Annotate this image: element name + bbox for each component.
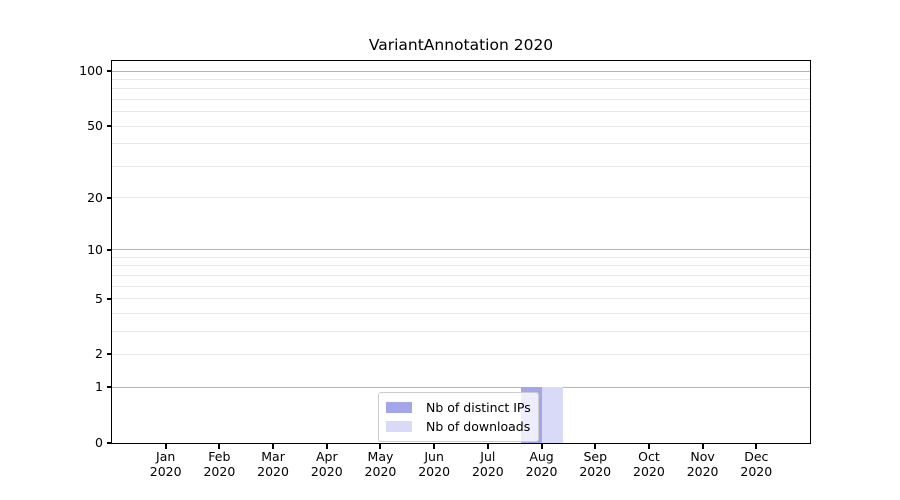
year-label: 2020 <box>525 464 558 479</box>
month-label: Nov <box>690 449 715 464</box>
month-label: Jan <box>156 449 176 464</box>
x-tick-label-oct: Oct 2020 <box>617 449 681 479</box>
year-label: 2020 <box>740 464 773 479</box>
legend-label: Nb of downloads <box>426 419 531 434</box>
minor-gridline-60 <box>112 111 810 113</box>
year-label: 2020 <box>310 464 343 479</box>
legend-swatch-icon <box>386 402 412 413</box>
y-tick-2 <box>107 353 112 356</box>
x-tick-label-apr: Apr 2020 <box>295 449 359 479</box>
minor-gridline-20 <box>112 197 810 199</box>
x-tick-may <box>379 444 382 449</box>
minor-gridline-40 <box>112 143 810 145</box>
x-tick-label-jul: Jul 2020 <box>456 449 520 479</box>
y-tick-0 <box>107 442 112 444</box>
minor-gridline-7 <box>112 274 810 276</box>
month-label: Sep <box>583 449 607 464</box>
minor-gridline-90 <box>112 78 810 80</box>
y-tick-50 <box>107 125 112 128</box>
year-label: 2020 <box>418 464 451 479</box>
major-gridline-10 <box>112 249 810 251</box>
x-tick-label-feb: Feb 2020 <box>187 449 251 479</box>
x-tick-jun <box>433 444 436 449</box>
minor-gridline-50 <box>112 125 810 127</box>
x-tick-sep <box>594 444 597 449</box>
major-gridline-1 <box>112 386 810 388</box>
year-label: 2020 <box>364 464 397 479</box>
month-label: Aug <box>529 449 554 464</box>
x-tick-oct <box>647 444 650 449</box>
y-tick-20 <box>107 196 112 199</box>
y-tick-label-0: 0 <box>95 435 103 450</box>
x-tick-label-aug: Aug 2020 <box>510 449 574 479</box>
x-tick-jul <box>486 444 489 449</box>
x-tick-label-jun: Jun 2020 <box>402 449 466 479</box>
y-tick-label-5: 5 <box>95 290 103 306</box>
minor-gridline-8 <box>112 265 810 267</box>
x-tick-label-jan: Jan 2020 <box>134 449 198 479</box>
x-tick-feb <box>218 444 221 449</box>
month-label: Dec <box>744 449 769 464</box>
y-tick-10 <box>107 248 112 251</box>
legend-swatch-icon <box>386 421 412 432</box>
year-label: 2020 <box>579 464 612 479</box>
minor-gridline-2 <box>112 353 810 355</box>
minor-gridline-4 <box>112 312 810 314</box>
month-label: Mar <box>261 449 285 464</box>
month-label: Jul <box>480 449 496 464</box>
x-tick-label-dec: Dec 2020 <box>724 449 788 479</box>
minor-gridline-80 <box>112 88 810 90</box>
legend-label: Nb of distinct IPs <box>426 400 531 415</box>
major-gridline-100 <box>112 70 810 72</box>
month-label: Feb <box>208 449 231 464</box>
y-tick-label-20: 20 <box>87 189 103 205</box>
x-tick-nov <box>701 444 704 449</box>
y-tick-5 <box>107 297 112 300</box>
month-label: Jun <box>424 449 444 464</box>
year-label: 2020 <box>203 464 236 479</box>
year-label: 2020 <box>686 464 719 479</box>
chart-title: VariantAnnotation 2020 <box>368 36 554 54</box>
year-label: 2020 <box>633 464 665 479</box>
x-tick-dec <box>755 444 758 449</box>
month-label: Oct <box>638 449 660 464</box>
x-tick-jan <box>164 444 167 449</box>
x-tick-aug <box>540 444 543 449</box>
y-tick-label-2: 2 <box>95 346 103 362</box>
legend-item-downloads: Nb of downloads <box>386 417 531 436</box>
x-tick-apr <box>325 444 328 449</box>
minor-gridline-6 <box>112 285 810 287</box>
month-label: May <box>367 449 394 464</box>
minor-gridline-30 <box>112 165 810 167</box>
month-label: Apr <box>315 449 338 464</box>
year-label: 2020 <box>257 464 289 479</box>
minor-gridline-5 <box>112 298 810 300</box>
legend: Nb of distinct IPs Nb of downloads <box>378 392 539 442</box>
x-tick-label-sep: Sep 2020 <box>563 449 627 479</box>
y-tick-label-1: 1 <box>95 379 103 395</box>
y-tick-1 <box>107 386 112 389</box>
y-tick-label-100: 100 <box>79 63 103 78</box>
y-tick-100 <box>107 70 112 72</box>
bar-downloads-aug <box>541 387 563 443</box>
year-label: 2020 <box>471 464 504 479</box>
y-tick-label-10: 10 <box>87 241 103 257</box>
y-tick-label-50: 50 <box>87 118 103 134</box>
x-tick-mar <box>272 444 275 449</box>
plot-area <box>111 60 811 444</box>
x-tick-label-mar: Mar 2020 <box>241 449 305 479</box>
x-tick-label-nov: Nov 2020 <box>671 449 735 479</box>
minor-gridline-3 <box>112 330 810 332</box>
year-label: 2020 <box>149 464 182 479</box>
x-tick-label-may: May 2020 <box>348 449 412 479</box>
legend-item-distinct-ips: Nb of distinct IPs <box>386 398 531 417</box>
minor-gridline-70 <box>112 98 810 100</box>
minor-gridline-9 <box>112 256 810 258</box>
